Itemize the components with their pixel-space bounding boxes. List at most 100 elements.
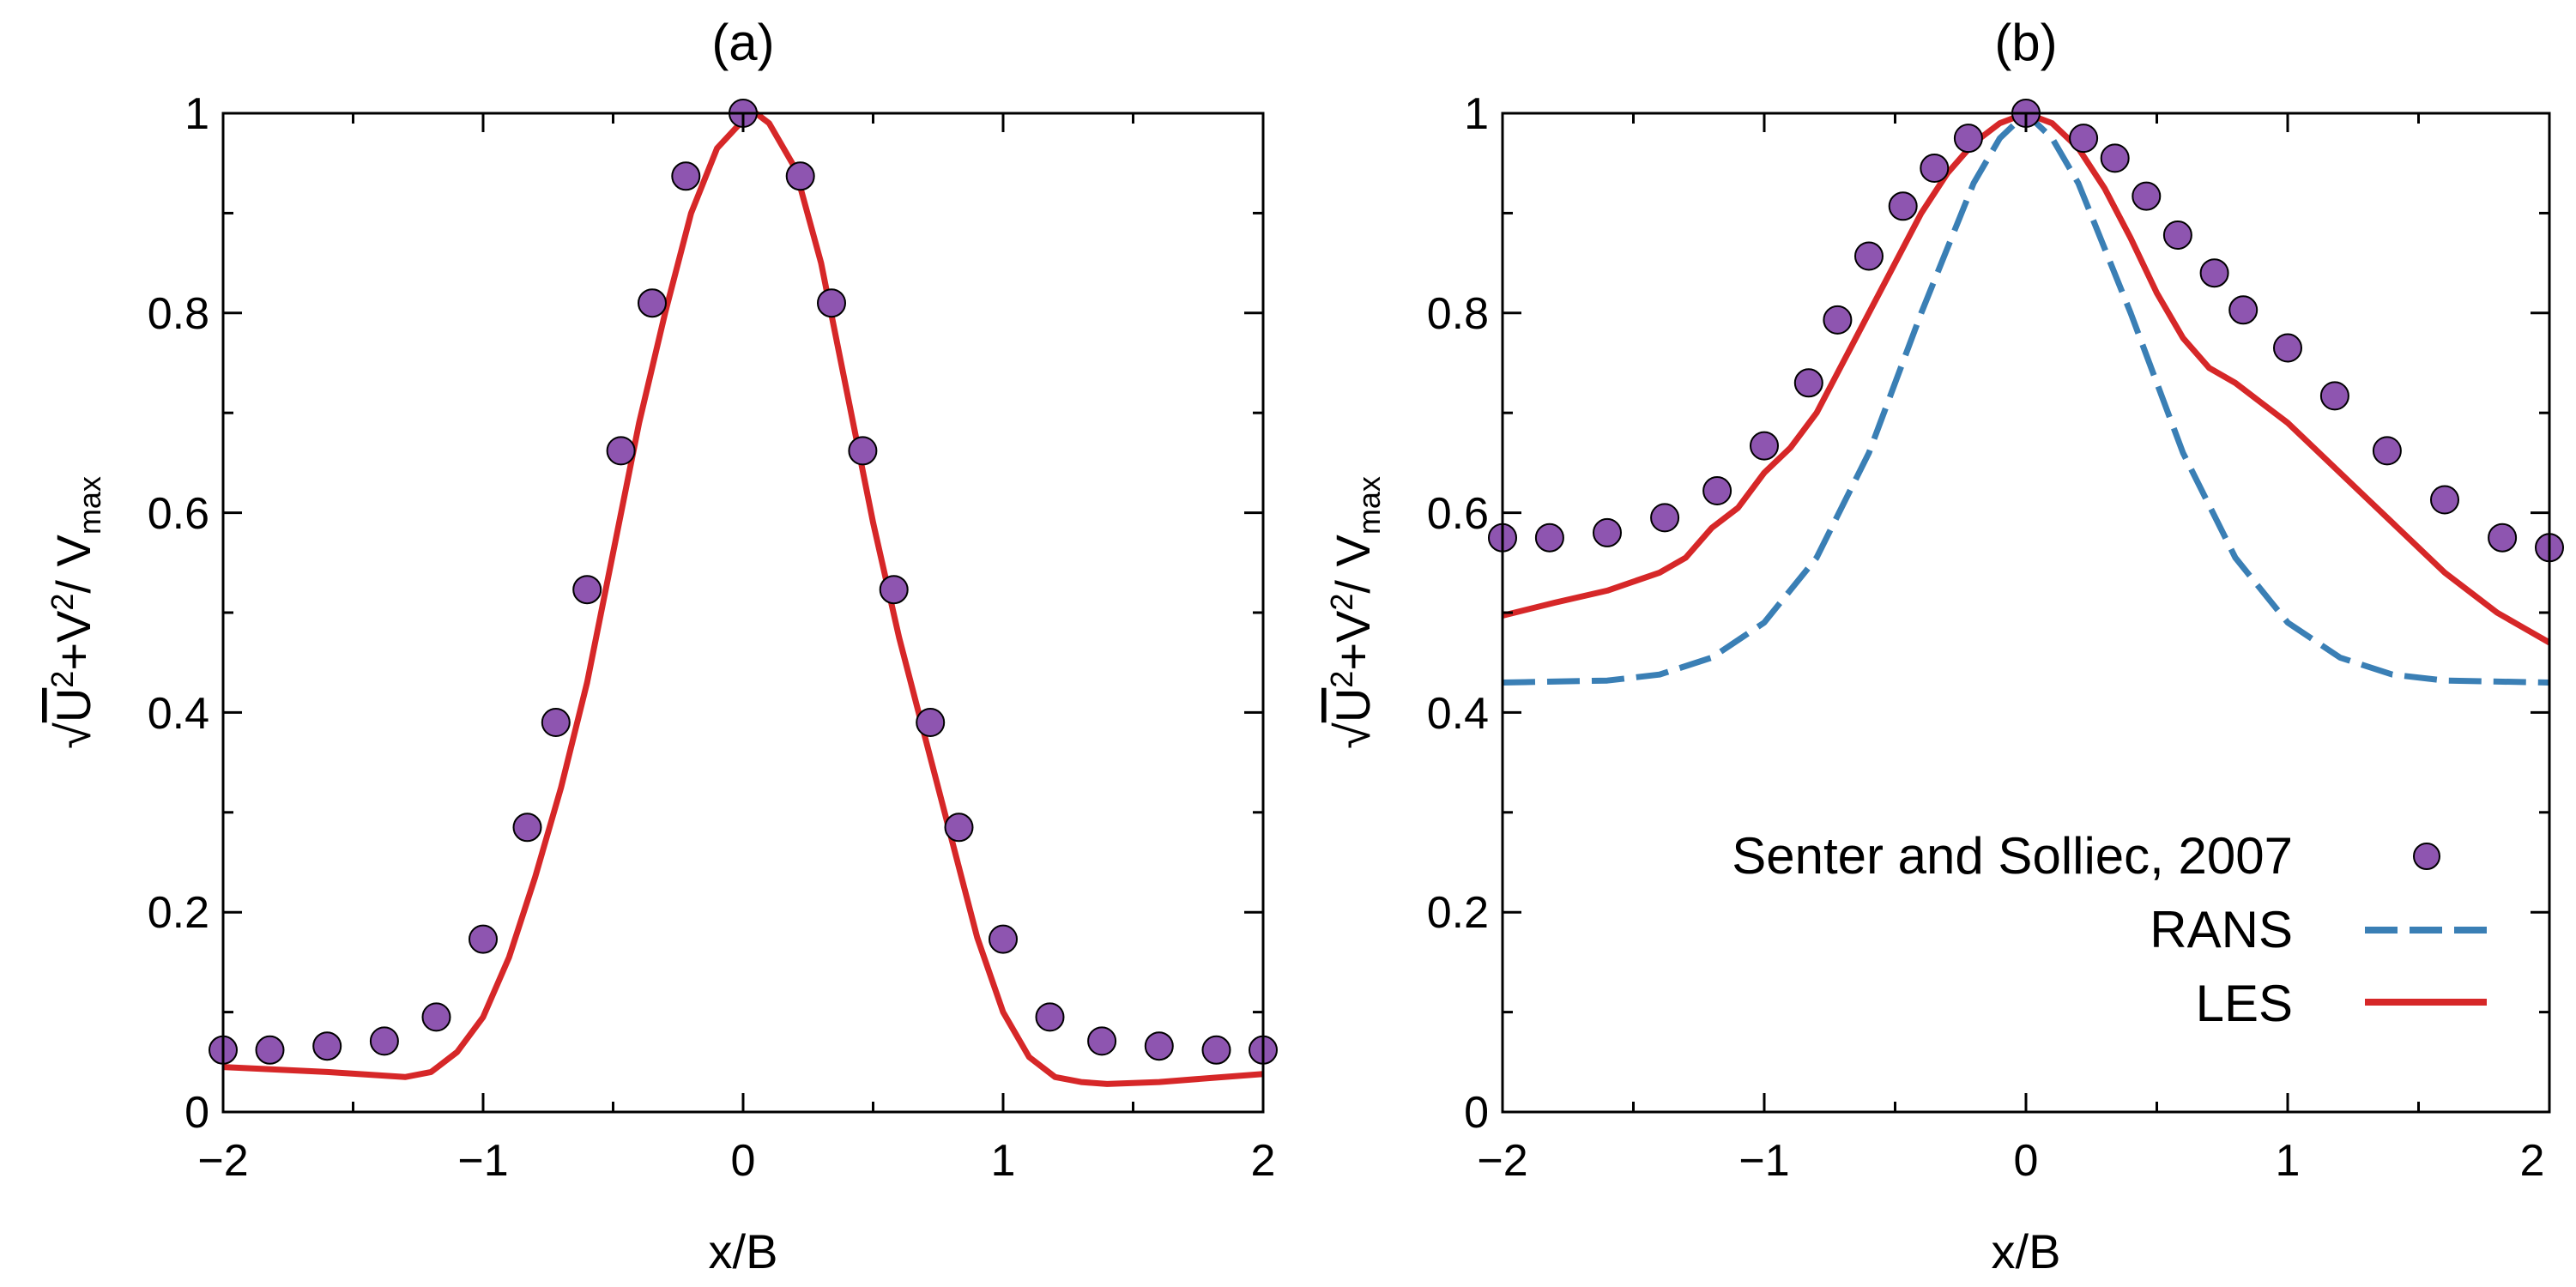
panel-b-ytick-label: 0.8: [1427, 289, 1489, 339]
panel-b-data-point: [2132, 181, 2162, 211]
panel-a-data-point: [541, 708, 571, 737]
panel-b-ytick-label: 0.6: [1427, 489, 1489, 539]
panel-a-ylabel-u: U: [46, 688, 100, 722]
panel-b-ylabel-sub: max: [1351, 476, 1387, 535]
panel-a-ylabel-sqrt: √: [46, 722, 100, 749]
panel-b-xtick-label: −1: [1738, 1136, 1789, 1186]
panel-b-data-point: [1534, 523, 1564, 553]
panel-a-data-point: [1201, 1035, 1231, 1065]
panel-b-ylabel-exp2: 2: [1324, 594, 1359, 611]
panel-b-data-point: [2319, 381, 2349, 411]
panel-b-les-line: [1502, 110, 2551, 645]
panel-b-xtick-label: 2: [2520, 1136, 2545, 1186]
panel-b-data-point: [2372, 436, 2402, 466]
panel-a-x-tick-labels: −2 −1 0 1 2: [197, 1136, 1275, 1186]
panel-a-data-point: [916, 708, 946, 737]
panel-b-data-point: [2069, 124, 2099, 154]
panel-b-data-point: [1593, 517, 1622, 547]
panel-b-xtick-label: −2: [1477, 1136, 1527, 1186]
panel-b-plot-area: [1488, 99, 2564, 686]
legend-label-experiment: Senter and Solliec, 2007: [1732, 827, 2293, 885]
panel-b-data-point: [2488, 523, 2518, 553]
panel-a-data-point: [671, 161, 701, 191]
panel-a-data-point: [944, 813, 974, 843]
panel-b-ticks: [1501, 112, 2551, 1114]
panel-a: (a) 0 0.2 0.4 0.6 0.8 1 −2 −1 0 1 2 x/B …: [45, 14, 1278, 1278]
panel-b-data-point: [2430, 485, 2459, 515]
legend-marker-experiment: [2413, 843, 2440, 870]
panel-a-data-point: [255, 1035, 285, 1065]
panel-b-ytick-label: 0: [1464, 1088, 1489, 1138]
panel-b-x-axis-label: x/B: [1992, 1224, 2061, 1278]
panel-a-data-point: [572, 575, 602, 605]
panel-a-ytick-label: 0.6: [148, 489, 209, 539]
panel-b-ylabel-exp1: 2: [1324, 671, 1359, 688]
panel-a-ticks: [221, 112, 1265, 1114]
panel-b-ylabel-plus-v: +V: [1326, 610, 1380, 671]
panel-a-data-point: [879, 575, 909, 605]
panel-b-data-point: [1888, 191, 1918, 221]
panel-b-xtick-label: 0: [2014, 1136, 2039, 1186]
panel-b-ytick-label: 0.2: [1427, 888, 1489, 938]
panel-a-data-point: [512, 813, 542, 843]
panel-a-axes-frame: [221, 112, 1265, 1114]
panel-b-data-point: [1793, 368, 1823, 398]
panel-b-data-point: [2199, 258, 2229, 288]
panel-b-title: (b): [1994, 14, 2057, 71]
panel-a-data-point: [1087, 1026, 1117, 1056]
panel-a-y-axis-label: √U2+V2/ Vmax: [45, 476, 107, 749]
panel-a-ytick-label: 0.8: [148, 289, 209, 339]
panel-a-data-point: [421, 1002, 451, 1032]
panel-a-ytick-label: 0.4: [148, 689, 209, 739]
panel-b-data-point: [2228, 295, 2259, 325]
panel-a-x-axis-label: x/B: [709, 1224, 778, 1278]
panel-a-ylabel-plus-v: +V: [46, 610, 100, 671]
panel-b-rans-line: [1502, 110, 2550, 686]
panel-a-y-tick-labels: 0 0.2 0.4 0.6 0.8 1: [148, 89, 209, 1138]
panel-a-data-point: [848, 436, 878, 466]
panel-a-data-point: [606, 436, 636, 466]
panel-a-title: (a): [711, 14, 774, 71]
legend: Senter and Solliec, 2007 RANS LES: [1732, 827, 2487, 1032]
panel-b-y-tick-labels: 0 0.2 0.4 0.6 0.8 1: [1427, 89, 1489, 1138]
panel-a-ylabel-exp2: 2: [45, 594, 80, 611]
panel-a-les-line: [222, 110, 1264, 1087]
panel-b-ytick-label: 1: [1464, 89, 1489, 139]
panel-a-data-point: [785, 161, 815, 191]
panel-b-data-point: [1854, 241, 1884, 271]
panel-b-data-point: [2162, 221, 2192, 250]
panel-b-ylabel-slash-v: / V: [1326, 534, 1380, 593]
panel-a-data-point: [1035, 1002, 1065, 1032]
panel-b-data-point: [1750, 431, 1779, 461]
panel-b-axes-frame: [1501, 112, 2551, 1114]
panel-b-y-axis-label: √U2+V2/ Vmax: [1324, 476, 1387, 749]
legend-label-rans: RANS: [2150, 901, 2293, 958]
panel-a-xtick-label: −2: [197, 1136, 248, 1186]
panel-b-ytick-label: 0.4: [1427, 689, 1489, 739]
panel-a-data-point: [989, 924, 1018, 954]
panel-b-data-point: [2100, 143, 2130, 173]
panel-a-data-point: [638, 288, 667, 318]
panel-a-xtick-label: 2: [1251, 1136, 1276, 1186]
panel-a-ytick-label: 1: [184, 89, 209, 139]
panel-b: (b) 0 0.2 0.4 0.6 0.8 1 −2 −1 0 1 2 x/B …: [1324, 14, 2564, 1278]
panel-a-xtick-label: 0: [731, 1136, 756, 1186]
panel-b-ylabel-u: U: [1326, 688, 1380, 722]
panel-a-ylabel-exp1: 2: [45, 671, 80, 688]
panel-a-data-point: [817, 288, 846, 318]
panel-b-data-point: [1953, 124, 1983, 154]
panel-b-xtick-label: 1: [2276, 1136, 2301, 1186]
panel-a-data-point: [312, 1031, 342, 1061]
panel-b-data-point: [1920, 154, 1950, 183]
panel-a-plot-area: [209, 99, 1278, 1087]
panel-b-data-point: [1650, 503, 1680, 533]
panel-a-data-point: [469, 924, 498, 954]
panel-a-xtick-label: −1: [457, 1136, 508, 1186]
panel-a-xtick-label: 1: [991, 1136, 1016, 1186]
panel-a-data-point: [1144, 1031, 1174, 1061]
panel-b-data-point: [1702, 476, 1732, 505]
panel-a-ylabel-sub: max: [72, 476, 107, 535]
panel-a-ytick-label: 0.2: [148, 888, 209, 938]
panel-b-x-tick-labels: −2 −1 0 1 2: [1477, 1136, 2544, 1186]
